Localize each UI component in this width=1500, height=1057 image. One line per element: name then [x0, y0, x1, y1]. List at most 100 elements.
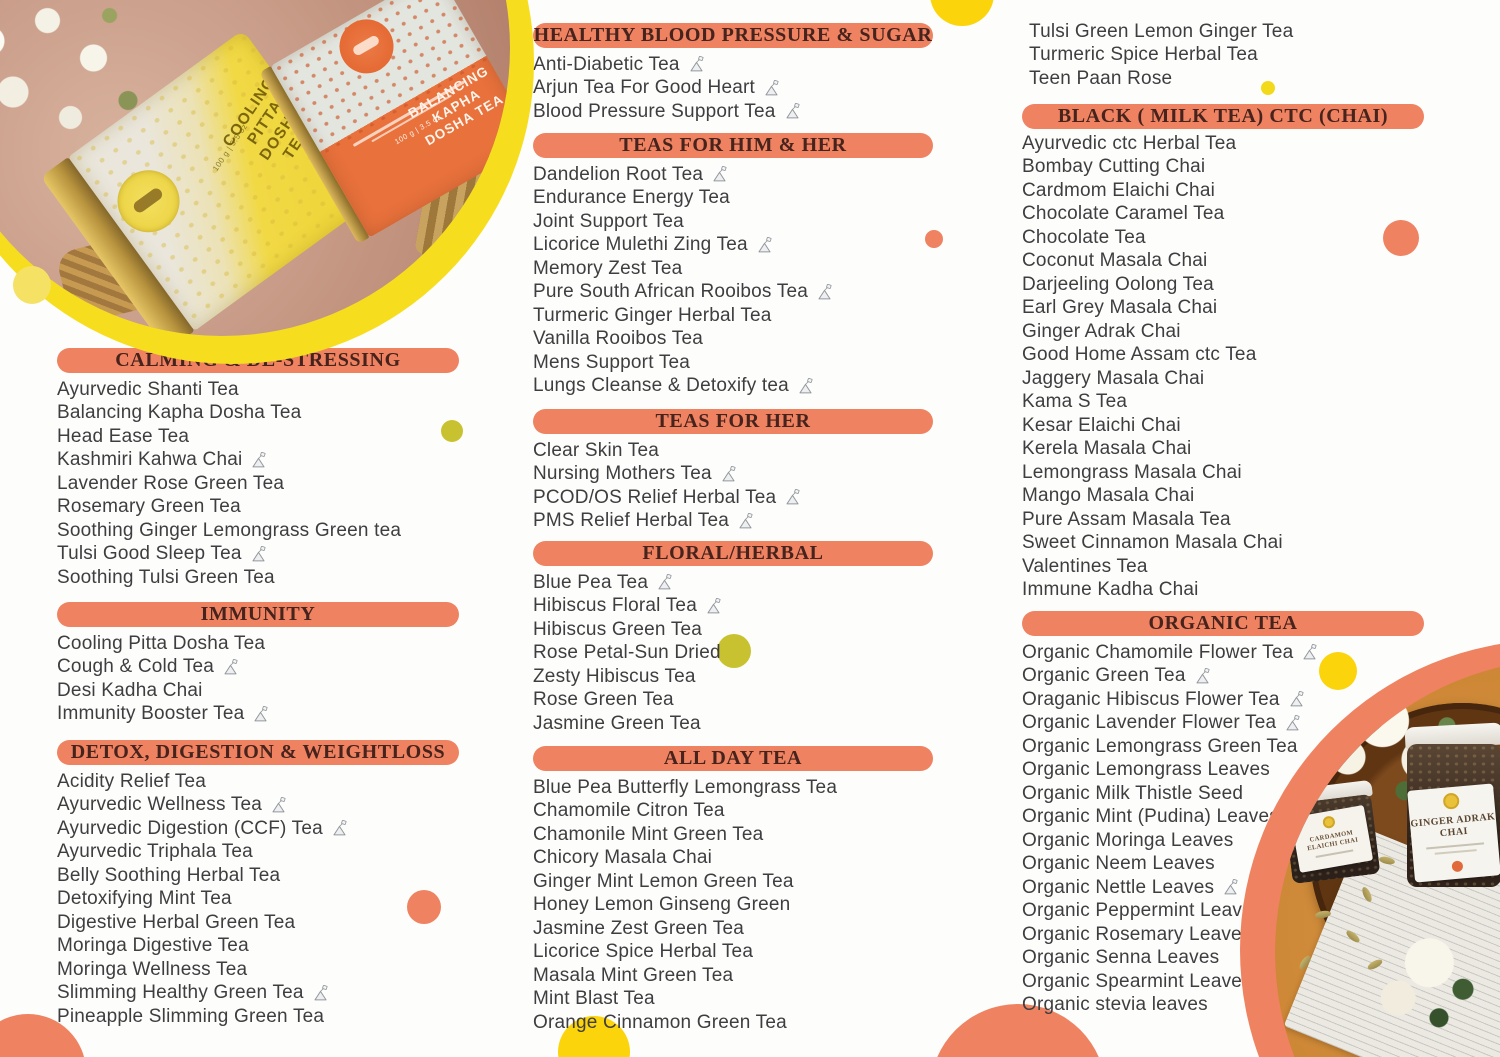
label-fineprint-line — [1434, 849, 1477, 855]
menu-item: Organic Lemongrass Leaves — [1022, 759, 1424, 783]
menu-item-label: Soothing Tulsi Green Tea — [57, 566, 275, 588]
menu-item-label: Tulsi Good Sleep Tea — [57, 543, 242, 565]
jar-label: GINGER ADRAK CHAI — [1407, 783, 1500, 883]
section-header-pill: IMMUNITY — [57, 602, 459, 627]
menu-item: Tulsi Green Lemon Ginger Tea — [1029, 20, 1424, 44]
section-header-text: BLACK ( MILK TEA) CTC (CHAI) — [1057, 105, 1389, 127]
menu-item-label: Turmeric Ginger Herbal Tea — [533, 304, 772, 326]
tea-list: Cooling Pitta Dosha Tea Cough & Cold Tea… — [57, 632, 459, 726]
menu-item: Licorice Mulethi Zing Tea — [533, 234, 933, 258]
menu-item: Coconut Masala Chai — [1022, 250, 1424, 274]
teabag-icon — [785, 103, 800, 119]
menu-item: Lemongrass Masala Chai — [1022, 461, 1424, 485]
menu-item: Hibiscus Green Tea — [533, 618, 933, 642]
menu-item-label: Chocolate Caramel Tea — [1022, 203, 1225, 225]
menu-item: Cough & Cold Tea — [57, 656, 459, 680]
menu-item-label: Coconut Masala Chai — [1022, 250, 1208, 272]
menu-item-label: Arjun Tea For Good Heart — [533, 77, 756, 99]
teabag-icon — [1303, 644, 1317, 660]
menu-item-label: Jasmine Zest Green Tea — [533, 917, 745, 939]
section-header-text: TEAS FOR HER — [655, 410, 811, 432]
jar-label-text: CARDAMOM ELAICHI CHAI — [1306, 829, 1359, 853]
menu-item: Balancing Kapha Dosha Tea — [57, 402, 459, 426]
menu-item-label: Slimming Healthy Green Tea — [57, 982, 304, 1004]
teabag-icon — [658, 574, 672, 590]
menu-item: Mango Masala Chai — [1022, 485, 1424, 509]
menu-item-label: Good Home Assam ctc Tea — [1022, 344, 1257, 366]
menu-item: Oraganic Hibiscus Flower Tea — [1022, 688, 1424, 712]
menu-item-label: Oraganic Hibiscus Flower Tea — [1022, 688, 1280, 710]
menu-item-label: Cardmom Elaichi Chai — [1022, 179, 1216, 201]
tea-list: Blue Pea Butterfly Lemongrass Tea Chamom… — [533, 776, 933, 1035]
section-floral-herbal: FLORAL/HERBAL Blue Pea Tea Hibiscus Flor… — [533, 541, 933, 736]
tea-list: Blue Pea Tea Hibiscus Floral Tea Hibiscu… — [533, 571, 933, 736]
menu-item-label: Immunity Booster Tea — [57, 703, 245, 725]
menu-item-label: Chamomile Citron Tea — [533, 800, 725, 822]
section-header-pill: DETOX, DIGESTION & WEIGHTLOSS — [57, 740, 459, 765]
menu-item-label: Organic Mint (Pudina) Leaves — [1022, 806, 1279, 828]
menu-item: Kerela Masala Chai — [1022, 438, 1424, 462]
menu-item-label: Sweet Cinnamon Masala Chai — [1022, 532, 1283, 554]
section-header-text: HEALTHY BLOOD PRESSURE & SUGAR — [533, 24, 933, 46]
teabag-icon — [818, 283, 832, 300]
section-header-pill: ORGANIC TEA — [1022, 611, 1424, 636]
menu-item-label: Honey Lemon Ginseng Green — [533, 894, 791, 916]
menu-item-label: Organic Rosemary Leaves — [1022, 923, 1252, 945]
menu-item: Ayurvedic Triphala Tea — [57, 841, 459, 865]
menu-item: Organic Lemongrass Green Tea — [1022, 735, 1424, 759]
menu-item: Digestive Herbal Green Tea — [57, 911, 459, 935]
menu-item-label: Mens Support Tea — [533, 351, 691, 373]
menu-item-label: Blue Pea Butterfly Lemongrass Tea — [533, 776, 838, 798]
section-calming-destressing: CALMING & DE-STRESSING Ayurvedic Shanti … — [57, 348, 459, 590]
menu-item-label: Organic Lemongrass Green Tea — [1022, 735, 1298, 757]
label-logo — [1321, 815, 1336, 830]
menu-item: Rose Petal-Sun Dried — [533, 642, 933, 666]
menu-item: Dandelion Root Tea — [533, 163, 933, 187]
section-detox-digestion-weightloss: DETOX, DIGESTION & WEIGHTLOSS Acidity Re… — [57, 740, 459, 1029]
tea-list: Ayurvedic ctc Herbal Tea Bombay Cutting … — [1022, 132, 1424, 602]
menu-item: Blue Pea Butterfly Lemongrass Tea — [533, 776, 933, 800]
section-header-pill: BLACK ( MILK TEA) CTC (CHAI) — [1022, 104, 1424, 129]
tea-list: Anti-Diabetic Tea Arjun Tea For Good Hea… — [533, 53, 933, 124]
menu-item: Organic Rosemary Leaves — [1022, 923, 1424, 947]
menu-item: Organic Nettle Leaves — [1022, 876, 1424, 900]
menu-item-label: Blue Pea Tea — [533, 571, 649, 593]
section-healthy-blood-pressure-sugar: HEALTHY BLOOD PRESSURE & SUGAR Anti-Diab… — [533, 23, 933, 124]
teabag-icon — [224, 658, 238, 675]
teabag-icon — [758, 236, 772, 253]
tea-list: Acidity Relief Tea Ayurvedic Wellness Te… — [57, 770, 459, 1029]
menu-item-label: PCOD/OS Relief Herbal Tea — [533, 486, 777, 508]
menu-item-label: Rose Petal-Sun Dried — [533, 642, 721, 664]
menu-item-label: Immune Kadha Chai — [1022, 579, 1199, 601]
menu-item-label: Vanilla Rooibos Tea — [533, 328, 703, 350]
menu-item: Turmeric Ginger Herbal Tea — [533, 304, 933, 328]
teabag-icon — [333, 820, 347, 836]
menu-item: Organic Green Tea — [1022, 665, 1424, 689]
decor-circle-olive — [441, 420, 463, 442]
menu-item-label: Balancing Kapha Dosha Tea — [57, 402, 302, 424]
menu-item: Lungs Cleanse & Detoxify tea — [533, 375, 933, 399]
menu-item: Tulsi Good Sleep Tea — [57, 543, 459, 567]
menu-item: Immune Kadha Chai — [1022, 579, 1424, 603]
menu-item: Kama S Tea — [1022, 391, 1424, 415]
menu-item: Slimming Healthy Green Tea — [57, 982, 459, 1006]
menu-item-label: Ayurvedic Shanti Tea — [57, 378, 239, 400]
menu-item: Chocolate Caramel Tea — [1022, 203, 1424, 227]
menu-item-label: Endurance Energy Tea — [533, 187, 730, 209]
menu-item-label: Blood Pressure Support Tea — [533, 100, 776, 122]
menu-item-label: Nursing Mothers Tea — [533, 463, 712, 485]
menu-item-label: Cough & Cold Tea — [57, 656, 215, 678]
decor-circle-salmon — [407, 890, 441, 924]
menu-item: Clear Skin Tea — [533, 439, 933, 463]
tea-list: Dandelion Root Tea Endurance Energy Tea … — [533, 163, 933, 398]
menu-item-label: Soothing Ginger Lemongrass Green tea — [57, 519, 402, 541]
menu-item: Chamonile Mint Green Tea — [533, 823, 933, 847]
menu-item-label: Joint Support Tea — [533, 210, 684, 232]
menu-item: Turmeric Spice Herbal Tea — [1029, 44, 1424, 68]
menu-item: Cardmom Elaichi Chai — [1022, 179, 1424, 203]
menu-item-label: Moringa Digestive Tea — [57, 935, 249, 957]
section-all-day-tea: ALL DAY TEA Blue Pea Butterfly Lemongras… — [533, 746, 933, 1035]
menu-item-label: Organic Peppermint Leaves — [1022, 900, 1263, 922]
section-header-text: ALL DAY TEA — [663, 747, 803, 769]
tea-list: Clear Skin Tea Nursing Mothers Tea PCOD/… — [533, 439, 933, 533]
